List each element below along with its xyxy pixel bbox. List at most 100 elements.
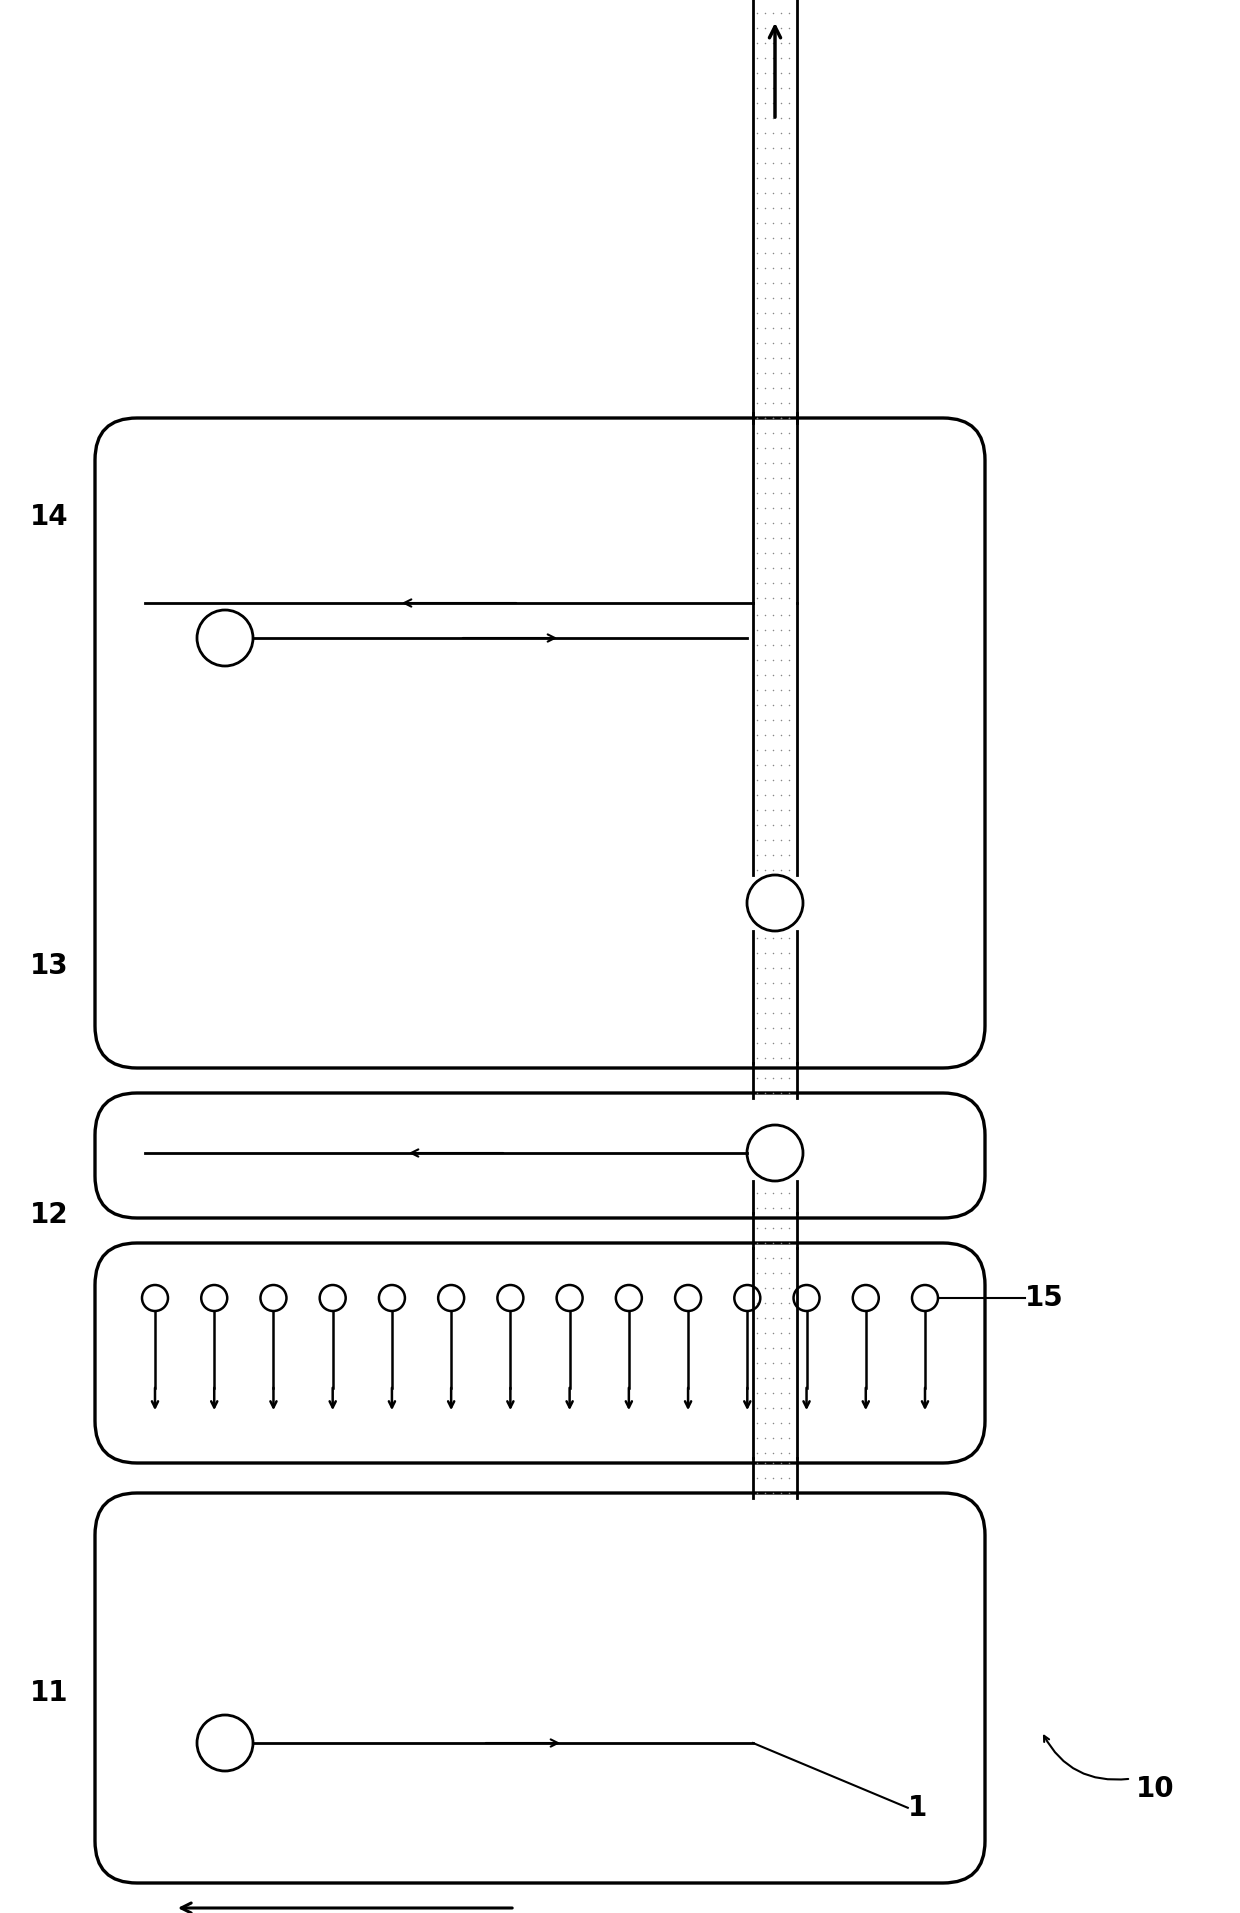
Point [755,983,775,1014]
Point [410,744,430,775]
Point [853,626,873,656]
Point [410,1814,430,1844]
Point [649,1291,668,1322]
Point [547,1150,567,1180]
Point [836,1326,856,1356]
Point [887,880,906,911]
Point [904,1695,924,1726]
Point [699,1291,719,1322]
Point [258,863,278,893]
Point [155,999,175,1029]
Point [801,490,821,520]
Point [529,1395,549,1425]
Point [763,73,782,103]
Point [223,744,243,775]
Point [274,966,294,997]
Point [309,490,329,520]
Point [779,645,799,675]
Point [649,1764,668,1794]
Point [750,455,770,486]
Point [580,1611,600,1641]
Point [309,1660,329,1691]
Point [615,846,635,876]
Point [496,828,516,859]
Point [869,897,889,928]
Point [461,1343,481,1374]
Point [309,1542,329,1572]
Point [768,1150,787,1180]
Point [734,863,754,893]
Point [717,914,737,945]
Point [496,1276,516,1307]
Point [779,583,799,614]
Point [479,1132,498,1163]
Point [241,507,260,538]
Point [410,1150,430,1180]
Point [818,473,838,503]
Point [750,1343,770,1374]
Point [755,1213,775,1243]
Point [342,1660,362,1691]
Point [223,796,243,826]
Point [139,660,159,691]
Point [529,846,549,876]
Point [755,953,775,983]
Point [818,1764,838,1794]
Point [512,1559,532,1590]
Point [682,897,702,928]
Point [223,675,243,706]
Point [428,779,448,809]
Point [771,463,791,494]
Point [445,966,465,997]
Point [666,813,686,844]
Point [768,507,787,538]
Point [496,1377,516,1408]
Point [155,949,175,979]
Point [853,473,873,503]
Point [779,478,799,509]
Point [763,1408,782,1439]
Point [496,1308,516,1339]
Point [172,675,192,706]
Point [496,626,516,656]
Point [768,1559,787,1590]
Point [920,473,940,503]
Point [309,473,329,503]
Point [853,1150,873,1180]
Point [666,1643,686,1674]
Point [580,455,600,486]
Point [887,675,906,706]
Point [529,455,549,486]
Point [580,828,600,859]
Point [223,1678,243,1708]
Point [750,880,770,911]
Point [768,1542,787,1572]
Point [734,727,754,758]
Point [771,417,791,448]
Point [699,813,719,844]
Point [274,660,294,691]
Point [496,1395,516,1425]
Point [291,1308,311,1339]
Point [360,591,379,622]
Point [682,1291,702,1322]
Point [326,1395,346,1425]
Point [512,1132,532,1163]
Point [755,840,775,870]
Point [779,809,799,840]
Point [836,539,856,570]
Point [920,880,940,911]
Point [241,1712,260,1743]
Point [479,557,498,587]
Point [461,1291,481,1322]
Point [155,1326,175,1356]
Point [746,119,766,149]
Point [869,1377,889,1408]
Point [801,455,821,486]
Point [853,1781,873,1812]
Point [779,13,799,44]
Point [529,863,549,893]
Point [779,237,799,268]
Point [580,796,600,826]
Point [512,1291,532,1322]
